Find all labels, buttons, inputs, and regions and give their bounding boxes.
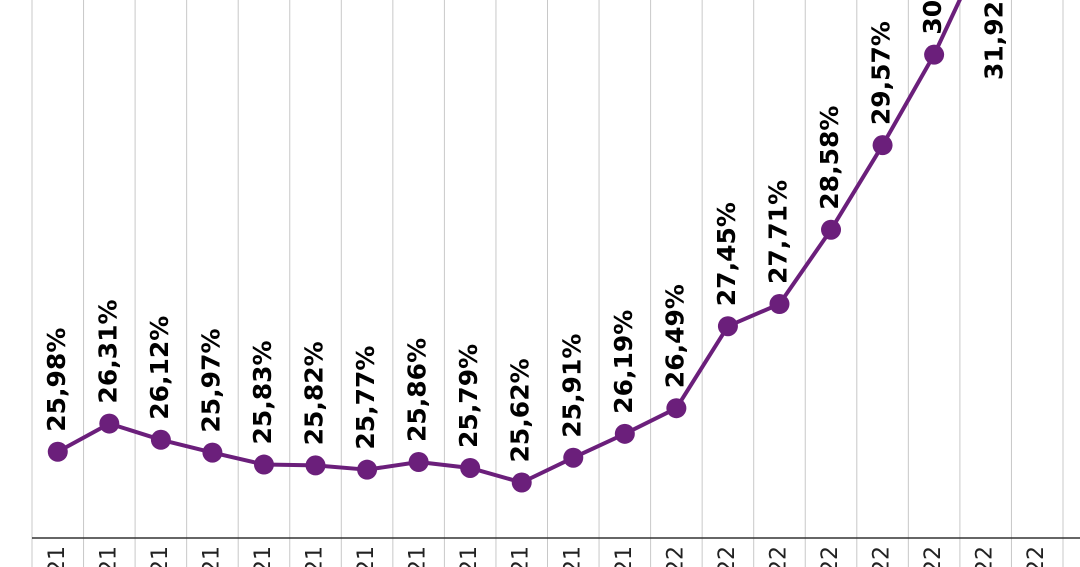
value-label: 26,49% — [660, 284, 689, 388]
data-point — [408, 451, 429, 472]
x-tick-label: 21 — [457, 546, 482, 567]
x-tick-label: 21 — [251, 546, 276, 567]
value-label: 25,86% — [403, 338, 432, 442]
x-tick-label: 22 — [921, 546, 946, 567]
data-point — [769, 294, 790, 315]
value-label: 27,71% — [763, 180, 792, 284]
value-label: 25,98% — [42, 328, 71, 432]
data-point — [666, 398, 687, 419]
data-point — [99, 413, 120, 434]
x-tick-label: 22 — [818, 546, 843, 567]
data-point — [717, 316, 738, 337]
value-label: 25,97% — [196, 328, 225, 432]
x-tick-label: 21 — [96, 546, 121, 567]
value-label: 31,92% — [980, 0, 1009, 80]
data-point — [357, 459, 378, 480]
data-point — [253, 454, 274, 475]
value-label: 29,57% — [867, 21, 896, 125]
data-point — [202, 442, 223, 463]
x-tick-label: 22 — [973, 546, 998, 567]
x-tick-label: 21 — [612, 546, 637, 567]
x-tick-label: 21 — [303, 546, 328, 567]
value-label: 26,19% — [609, 310, 638, 414]
x-tick-label: 21 — [45, 546, 70, 567]
x-tick-label: 22 — [715, 546, 740, 567]
value-label: 25,79% — [454, 344, 483, 448]
data-point — [511, 472, 532, 493]
value-label: 27,45% — [712, 202, 741, 306]
value-label: 28,58% — [815, 106, 844, 210]
data-point — [821, 219, 842, 240]
data-point — [305, 455, 326, 476]
x-tick-label: 22 — [663, 546, 688, 567]
value-label: 25,82% — [300, 341, 329, 445]
value-label: 26,12% — [145, 316, 174, 420]
x-tick-label: 22 — [1024, 546, 1049, 567]
value-label: 25,62% — [506, 358, 535, 462]
x-tick-label: 21 — [406, 546, 431, 567]
value-label: 26,31% — [93, 299, 122, 403]
value-label: 25,77% — [351, 346, 380, 450]
x-tick-label: 21 — [199, 546, 224, 567]
data-point — [614, 423, 635, 444]
data-point — [924, 44, 945, 65]
x-tick-label: 21 — [509, 546, 534, 567]
value-label: 25,91% — [557, 334, 586, 438]
data-point — [563, 447, 584, 468]
data-point — [872, 135, 893, 156]
data-point — [460, 457, 481, 478]
data-point — [150, 429, 171, 450]
value-label: 30 — [918, 0, 947, 35]
x-tick-label: 21 — [560, 546, 585, 567]
x-tick-label: 21 — [354, 546, 379, 567]
x-tick-label: 21 — [148, 546, 173, 567]
x-tick-label: 22 — [766, 546, 791, 567]
value-label: 25,83% — [248, 340, 277, 444]
data-point — [47, 441, 68, 462]
x-tick-label: 22 — [870, 546, 895, 567]
